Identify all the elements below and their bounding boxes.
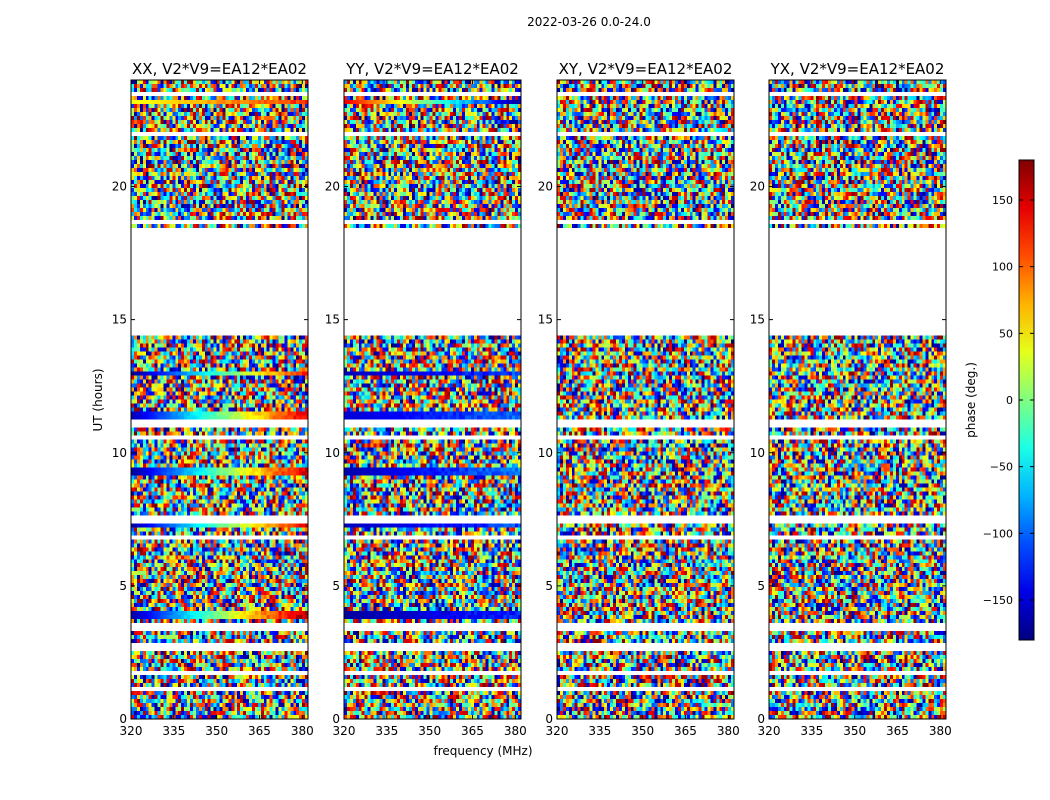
- y-tick-label: 10: [538, 446, 553, 460]
- x-tick-label: 350: [631, 724, 654, 738]
- y-tick-label: 15: [750, 313, 765, 327]
- x-tick-label: 365: [886, 724, 909, 738]
- y-tick-label: 5: [757, 579, 765, 593]
- panel-title-yy: YY, V2*V9=EA12*EA02: [345, 60, 519, 78]
- x-tick-label: 380: [929, 724, 952, 738]
- panel-xy: XY, V2*V9=EA12*EA02 320 335 350 365 380 0 5 10 15…: [538, 60, 740, 738]
- colorbar-tick-label: 100: [992, 261, 1013, 274]
- colorbar-tick-label: −150: [983, 594, 1013, 607]
- panel-frame: [768, 79, 947, 720]
- panel-title-yx: YX, V2*V9=EA12*EA02: [770, 60, 945, 78]
- panel-xx: XX, V2*V9=EA12*EA02 320 335 350 365 380 0 5 10 15…: [112, 60, 314, 738]
- y-tick-label: 5: [332, 579, 340, 593]
- y-tick-label: 15: [538, 313, 553, 327]
- panel-frame: [130, 79, 309, 720]
- x-tick-label: 320: [333, 724, 356, 738]
- panel-title-xx: XX, V2*V9=EA12*EA02: [132, 60, 307, 78]
- y-tick-label: 0: [757, 712, 765, 726]
- heatmap-yx: [769, 80, 946, 719]
- y-tick-label: 10: [112, 446, 127, 460]
- colorbar-tick-label: −50: [990, 461, 1013, 474]
- x-tick-label: 380: [717, 724, 740, 738]
- y-tick-label: 20: [750, 180, 765, 194]
- x-tick-label: 320: [546, 724, 569, 738]
- colorbar-label: phase (deg.): [964, 362, 978, 438]
- y-tick-label: 10: [750, 446, 765, 460]
- x-tick-label: 380: [291, 724, 314, 738]
- panel-yy: YY, V2*V9=EA12*EA02 320 335 350 365 380 0 5 10 15…: [325, 60, 527, 738]
- colorbar-tick-label: 150: [992, 194, 1013, 207]
- y-tick-label: 5: [119, 579, 127, 593]
- x-tick-label: 335: [375, 724, 398, 738]
- x-tick-label: 320: [120, 724, 143, 738]
- panel-yx: YX, V2*V9=EA12*EA02 320 335 350 365 380 0 5 10 15…: [750, 60, 952, 738]
- x-tick-label: 320: [758, 724, 781, 738]
- x-tick-label: 365: [461, 724, 484, 738]
- y-tick-label: 5: [545, 579, 553, 593]
- panel-frame: [343, 79, 522, 720]
- x-tick-label: 335: [588, 724, 611, 738]
- heatmap-xy: [557, 80, 734, 719]
- y-tick-label: 15: [325, 313, 340, 327]
- x-tick-label: 350: [418, 724, 441, 738]
- y-tick-label: 0: [545, 712, 553, 726]
- heatmap-xx: [131, 80, 308, 719]
- x-axis-label: frequency (MHz): [433, 744, 532, 758]
- x-tick-label: 365: [674, 724, 697, 738]
- panel-frame: [556, 79, 735, 720]
- colorbar-tick-label: −100: [983, 527, 1013, 540]
- y-tick-label: 0: [119, 712, 127, 726]
- x-tick-label: 335: [162, 724, 185, 738]
- y-axis-label: UT (hours): [91, 368, 105, 431]
- x-tick-label: 350: [843, 724, 866, 738]
- figure-title: 2022-03-26 0.0-24.0: [527, 15, 651, 29]
- y-tick-label: 20: [112, 180, 127, 194]
- x-tick-label: 380: [504, 724, 527, 738]
- panel-title-xy: XY, V2*V9=EA12*EA02: [559, 60, 733, 78]
- x-tick-label: 350: [205, 724, 228, 738]
- x-tick-label: 365: [248, 724, 271, 738]
- colorbar: −150 −100 −50 0 50 100 150: [983, 159, 1035, 641]
- colorbar-tick-label: 50: [999, 327, 1013, 340]
- x-tick-label: 335: [800, 724, 823, 738]
- y-tick-label: 10: [325, 446, 340, 460]
- y-tick-label: 20: [325, 180, 340, 194]
- y-tick-label: 20: [538, 180, 553, 194]
- y-tick-label: 0: [332, 712, 340, 726]
- y-tick-label: 15: [112, 313, 127, 327]
- heatmap-yy: [344, 80, 521, 719]
- colorbar-tick-label: 0: [1006, 394, 1013, 407]
- panels-group: XX, V2*V9=EA12*EA02 320 335 350 365 380 0 5 10 15…: [112, 60, 952, 738]
